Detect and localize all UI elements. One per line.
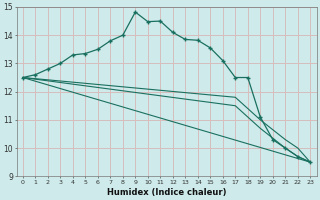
X-axis label: Humidex (Indice chaleur): Humidex (Indice chaleur) — [107, 188, 226, 197]
